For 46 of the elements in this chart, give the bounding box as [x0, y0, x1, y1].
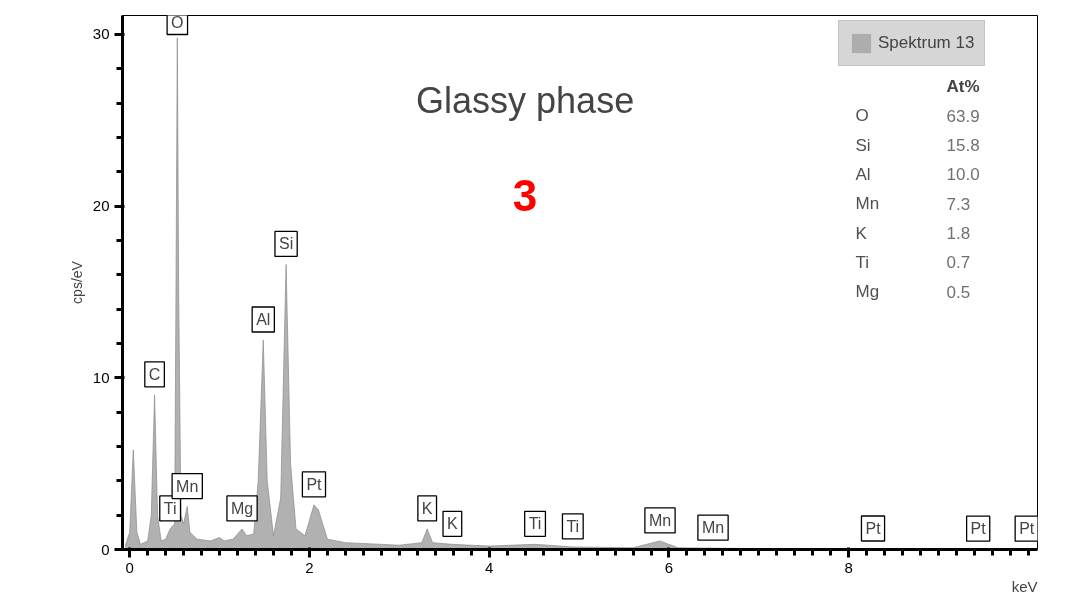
x-tick-label: 4: [485, 558, 494, 576]
annotation: K: [421, 499, 433, 517]
x-tick-label: 2: [305, 558, 314, 576]
x-tick-label: 0: [125, 558, 134, 576]
annotation: C: [148, 365, 161, 383]
annotation: 15.8: [946, 136, 980, 156]
text: 3: [512, 170, 538, 220]
y-tick-label: 10: [92, 368, 110, 386]
annotation: 0.7: [946, 253, 971, 273]
text: Glassy phase: [416, 79, 635, 121]
legend-label: Spektrum 13: [878, 33, 975, 53]
annotation: 10.0: [946, 165, 980, 185]
annotation: O: [171, 13, 184, 31]
x-tick-label: 8: [844, 558, 853, 576]
annotation: Ti: [566, 517, 580, 535]
y-tick-label: 0: [101, 540, 110, 558]
annotation: Si: [278, 235, 294, 253]
annotation: Pt: [1019, 520, 1035, 538]
annotation: Ti: [855, 252, 870, 272]
x-axis-title: keV: [1011, 577, 1038, 595]
annotation: Mg: [855, 282, 880, 302]
annotation: Mn: [648, 511, 672, 529]
annotation: 1.8: [946, 224, 971, 243]
annotation: Mn: [855, 194, 880, 214]
annotation: Al: [256, 311, 271, 329]
annotation: 7.3: [946, 194, 971, 214]
annotation: Mn: [701, 519, 725, 537]
annotation: K: [855, 223, 868, 243]
annotation: 63.9: [946, 106, 980, 126]
annotation: Mn: [176, 477, 199, 495]
annotation: Pt: [865, 519, 882, 537]
x-tick-label: 6: [664, 558, 674, 576]
y-tick-label: 30: [92, 25, 110, 43]
annotation: Ti: [528, 515, 542, 533]
annotation: Mg: [230, 499, 254, 517]
annotation: K: [447, 515, 459, 533]
annotation: At%: [946, 77, 980, 96]
annotation: Pt: [306, 475, 323, 493]
annotation: Al: [855, 164, 871, 184]
y-tick-label: 20: [92, 197, 110, 215]
annotation: O: [855, 106, 869, 126]
annotation: Ti: [163, 499, 177, 517]
annotation: Pt: [970, 520, 987, 538]
annotation: Si: [855, 135, 871, 155]
annotation: 0.5: [946, 282, 971, 302]
y-axis-title: cps/eV: [68, 260, 85, 304]
